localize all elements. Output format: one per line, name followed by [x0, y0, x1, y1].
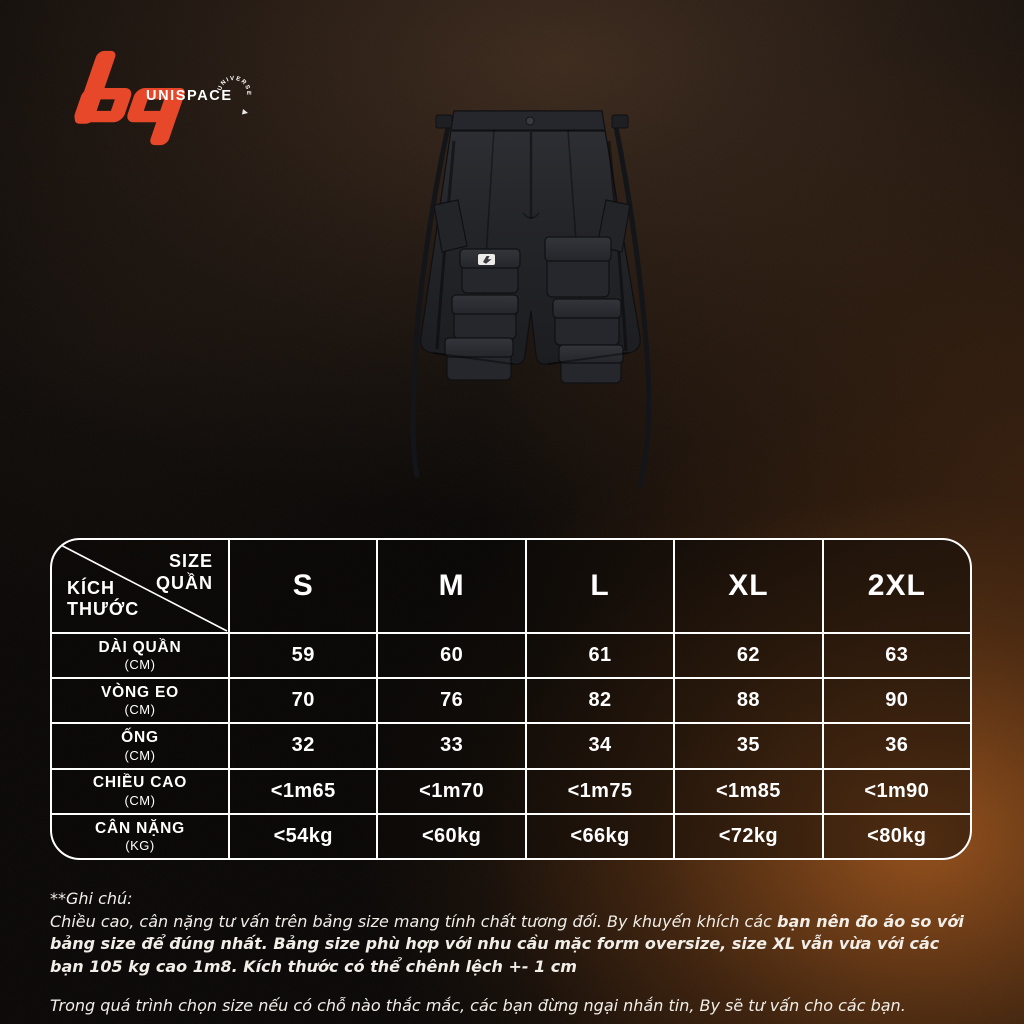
product-photo-cargo-shorts [410, 110, 652, 488]
size-table-corner: SIZE QUẦN KÍCH THƯỚC [52, 540, 228, 632]
waist-button [525, 116, 535, 126]
table-cell: <66kg [524, 812, 674, 858]
row-header-vong-eo: VÒNG EO (CM) [52, 677, 228, 722]
table-cell: 34 [524, 722, 674, 768]
corner-row-title: KÍCH THƯỚC [67, 577, 140, 620]
column-header-s: S [228, 540, 376, 632]
table-cell: 59 [228, 632, 377, 678]
brand-logo: UNISPACE UNIVERSE [50, 40, 270, 172]
svg-text:UNIVERSE: UNIVERSE [217, 76, 251, 97]
column-header-m: M [376, 540, 524, 632]
table-cell: 82 [524, 677, 674, 723]
by-logo-icon [74, 50, 185, 146]
row-header-dai-quan: DÀI QUẦN (CM) [52, 632, 228, 677]
table-cell: <54kg [228, 812, 377, 858]
table-cell: <1m85 [673, 767, 822, 813]
table-cell: <72kg [673, 812, 822, 858]
table-cell: 76 [376, 677, 525, 723]
size-table: SIZE QUẦN KÍCH THƯỚC S M L XL 2XL DÀI QU… [50, 538, 972, 860]
table-cell: 90 [821, 677, 970, 723]
table-cell: 61 [524, 632, 674, 678]
table-cell: <80kg [821, 812, 970, 858]
brand-name: UNISPACE [146, 88, 233, 104]
table-cell: 33 [376, 722, 525, 768]
table-cell: <1m90 [821, 767, 970, 813]
table-cell: <1m70 [376, 767, 525, 813]
notes: **Ghi chú: Chiều cao, cân nặng tư vấn tr… [50, 888, 974, 1018]
notes-paragraph-1: Chiều cao, cân nặng tư vấn trên bảng siz… [50, 911, 964, 977]
column-header-l: L [524, 540, 673, 632]
corner-column-title: SIZE QUẦN [156, 551, 213, 593]
table-cell: 62 [673, 632, 822, 678]
column-header-xl: XL [673, 540, 821, 632]
table-cell: <1m75 [524, 767, 674, 813]
table-cell: 63 [821, 632, 970, 678]
table-cell: 36 [821, 722, 970, 768]
row-header-ong: ỐNG (CM) [52, 722, 228, 767]
row-header-can-nang: CÂN NẶNG (KG) [52, 812, 228, 858]
left-strap [410, 124, 451, 478]
table-cell: 70 [228, 677, 377, 723]
table-cell: <60kg [376, 812, 525, 858]
notes-paragraph-2: Trong quá trình chọn size nếu có chỗ nào… [50, 995, 906, 1015]
universe-badge-icon: UNIVERSE [217, 76, 251, 115]
table-cell: 60 [376, 632, 525, 678]
table-cell: <1m65 [228, 767, 377, 813]
table-cell: 88 [673, 677, 822, 723]
table-cell: 35 [673, 722, 822, 768]
table-cell: 32 [228, 722, 377, 768]
column-header-2xl: 2XL [821, 540, 970, 632]
corner-diagonal-line [52, 540, 228, 632]
notes-heading: **Ghi chú: [50, 889, 133, 908]
row-header-chieu-cao: CHIỀU CAO (CM) [52, 767, 228, 813]
